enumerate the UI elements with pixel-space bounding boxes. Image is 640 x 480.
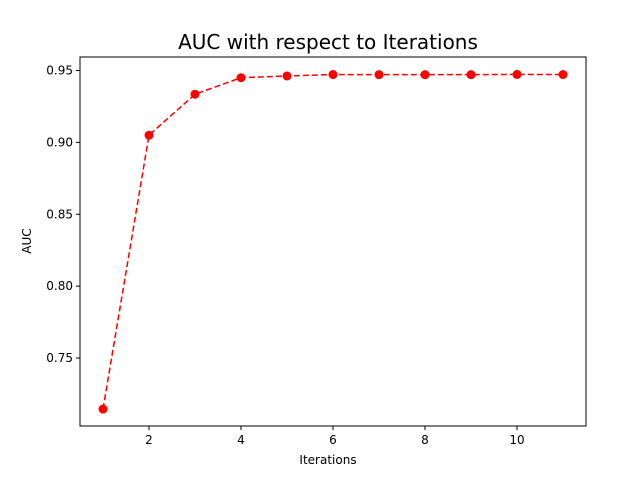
data-point <box>328 70 338 80</box>
data-point <box>190 89 200 99</box>
data-point <box>144 130 154 140</box>
data-point <box>512 69 522 79</box>
data-point <box>374 70 384 80</box>
x-tick-label: 10 <box>509 433 524 447</box>
x-tick-label: 8 <box>421 433 429 447</box>
x-tick-label: 2 <box>145 433 153 447</box>
data-point <box>466 70 476 80</box>
data-point <box>98 404 108 414</box>
y-tick-label: 0.85 <box>46 207 73 221</box>
y-tick-label: 0.80 <box>46 279 73 293</box>
data-point <box>558 70 568 80</box>
y-tick-label: 0.95 <box>46 64 73 78</box>
plot-frame <box>79 56 587 427</box>
data-point <box>420 70 430 80</box>
y-axis-ticks: 0.75 0.80 0.85 0.90 0.95 <box>46 64 80 365</box>
auc-series-points <box>98 69 568 414</box>
y-tick-label: 0.75 <box>46 351 73 365</box>
chart-title: AUC with respect to Iterations <box>178 30 478 54</box>
y-axis-label: AUC <box>20 228 34 253</box>
data-point <box>236 73 246 83</box>
plot-area <box>80 57 586 426</box>
data-point <box>282 71 292 81</box>
x-tick-label: 6 <box>329 433 337 447</box>
x-axis-ticks: 2 4 6 8 10 <box>145 426 525 447</box>
x-axis-label: Iterations <box>299 453 356 467</box>
y-tick-label: 0.90 <box>46 135 73 149</box>
x-tick-label: 4 <box>237 433 245 447</box>
